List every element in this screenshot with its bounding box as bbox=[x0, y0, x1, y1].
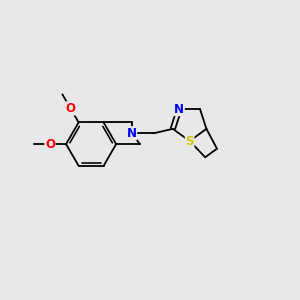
Text: O: O bbox=[45, 138, 55, 151]
Text: N: N bbox=[127, 127, 136, 140]
Text: N: N bbox=[174, 103, 184, 116]
Text: O: O bbox=[65, 102, 76, 115]
Text: S: S bbox=[185, 135, 194, 148]
